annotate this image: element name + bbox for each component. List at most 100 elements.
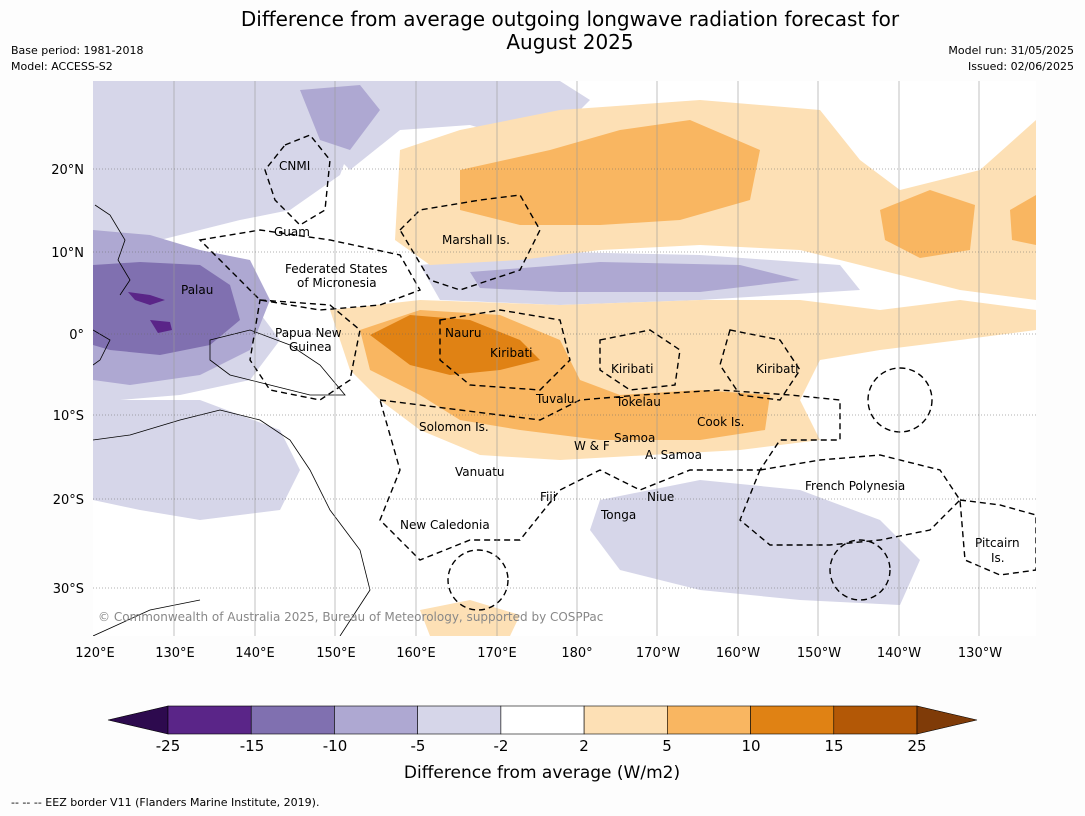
eez-kiribati-east <box>719 329 801 401</box>
eez-kiribati-central <box>599 329 681 391</box>
label-vanuatu: Vanuatu <box>455 465 505 479</box>
copyright-note: © Commonwealth of Australia 2025, Bureau… <box>98 610 603 624</box>
coast-australia <box>93 409 371 636</box>
label-fsm-1: Federated States <box>285 262 387 276</box>
place-labels: CNMI Guam Marshall Is. Federated States … <box>181 159 1020 565</box>
cbar-tick: 10 <box>741 737 760 755</box>
colorbar-extend-low <box>107 705 169 735</box>
colorbar-segment <box>667 705 751 735</box>
lat-label: 10°N <box>51 246 84 261</box>
label-new-caledonia: New Caledonia <box>400 518 490 532</box>
colorbar-ticks: -25 -15 -10 -5 -2 2 5 10 15 25 <box>156 737 927 755</box>
parallels <box>93 168 1036 589</box>
anomaly-field <box>93 81 1036 636</box>
coast-new-guinea <box>209 329 346 396</box>
label-marshall: Marshall Is. <box>442 233 510 247</box>
colorbar-segment <box>583 705 668 735</box>
label-french-polynesia: French Polynesia <box>805 479 905 493</box>
label-pitcairn-2: Is. <box>991 551 1005 565</box>
eez-kiribati-west <box>439 309 571 391</box>
lon-label: 160°E <box>396 646 436 661</box>
lat-label: 10°S <box>53 409 84 424</box>
lat-label: 0° <box>69 328 84 343</box>
label-tuvalu: Tuvalu <box>535 392 575 406</box>
colorbar-segment <box>250 705 335 735</box>
lon-label: 120°E <box>75 646 115 661</box>
eez-borders <box>198 134 1036 611</box>
coast-philippines <box>94 204 131 296</box>
coastlines <box>93 204 371 636</box>
lon-label: 140°E <box>235 646 275 661</box>
pos-region-south-small <box>420 600 520 636</box>
label-wallis-futuna: W & F <box>574 439 610 453</box>
cbar-tick: 5 <box>662 737 672 755</box>
eez-pitcairn <box>959 499 1036 576</box>
colorbar-segment <box>167 705 252 735</box>
cbar-tick: -15 <box>240 737 265 755</box>
title-line-1: Difference from average outgoing longwav… <box>240 7 900 31</box>
label-fiji: Fiji <box>540 490 556 504</box>
neg-region-north <box>330 81 590 170</box>
eez-cnmi <box>264 134 331 226</box>
lon-label: 170°E <box>477 646 517 661</box>
lon-label: 150°W <box>797 646 841 661</box>
colorbar-segment <box>417 705 502 735</box>
eez-marquesas <box>867 367 933 433</box>
lon-label: 130°W <box>958 646 1002 661</box>
label-fsm-2: of Micronesia <box>297 276 377 290</box>
label-nauru: Nauru <box>445 326 481 340</box>
label-samoa: Samoa <box>614 431 655 445</box>
lon-label: 170°W <box>636 646 680 661</box>
label-kiribati-3: Kiribati <box>756 362 798 376</box>
cbar-tick: -10 <box>323 737 348 755</box>
label-kiribati-1: Kiribati <box>490 346 532 360</box>
label-american-samoa: A. Samoa <box>645 448 702 462</box>
label-tokelau: Tokelau <box>615 395 661 409</box>
model-name: Model: ACCESS-S2 <box>11 60 113 73</box>
lon-axis: 120°E 130°E 140°E 150°E 160°E 170°E 180°… <box>75 646 1002 661</box>
lon-label: 140°W <box>877 646 921 661</box>
map-title: Difference from average outgoing longwav… <box>0 8 1085 54</box>
neg-region-west-3 <box>93 262 240 355</box>
cbar-tick: -2 <box>494 737 509 755</box>
lon-label: 130°E <box>155 646 195 661</box>
graticule <box>173 81 980 636</box>
issued-date: Issued: 02/06/2025 <box>967 60 1074 73</box>
label-png-2: Guinea <box>289 340 332 354</box>
eez-fsm <box>198 229 422 311</box>
title-line-2: August 2025 <box>506 30 634 54</box>
metadata-right: Model run: 31/05/2025 Issued: 02/06/2025 <box>948 43 1074 75</box>
cbar-tick: 25 <box>907 737 926 755</box>
colorbar-label: Difference from average (W/m2) <box>404 763 680 783</box>
lat-label: 30°S <box>53 582 84 597</box>
eez-norfolk <box>447 549 509 611</box>
label-guam: Guam <box>274 225 310 239</box>
lon-label: 180° <box>561 646 592 661</box>
lat-axis: 20°N 10°N 0° 10°S 20°S 30°S <box>51 163 84 597</box>
colorbar-segment <box>833 705 918 735</box>
colorbar <box>107 705 978 735</box>
colorbar-extend-high <box>916 705 978 735</box>
pos-region-core <box>370 315 540 375</box>
colorbar-segment <box>500 705 585 735</box>
base-period: Base period: 1981-2018 <box>11 44 144 57</box>
neg-region-core <box>128 292 172 333</box>
eez-south-circle <box>829 539 891 601</box>
cbar-tick: 15 <box>824 737 843 755</box>
pos-region-east <box>880 190 1036 258</box>
lat-label: 20°S <box>53 493 84 508</box>
colorbar-segment <box>750 705 835 735</box>
colorbar-segment <box>334 705 418 735</box>
label-cook: Cook Is. <box>697 415 744 429</box>
cbar-tick: 2 <box>579 737 589 755</box>
coast-borneo <box>93 329 111 366</box>
pos-region-north-2 <box>460 120 760 225</box>
eez-french-polynesia <box>739 454 961 546</box>
metadata-left: Base period: 1981-2018 Model: ACCESS-S2 <box>11 43 143 75</box>
lon-label: 150°E <box>316 646 356 661</box>
lat-label: 20°N <box>51 163 84 178</box>
neg-region-north-2 <box>300 85 380 150</box>
label-pitcairn-1: Pitcairn <box>975 536 1020 550</box>
lon-label: 160°W <box>716 646 760 661</box>
neg-band-equator-2 <box>470 262 800 292</box>
